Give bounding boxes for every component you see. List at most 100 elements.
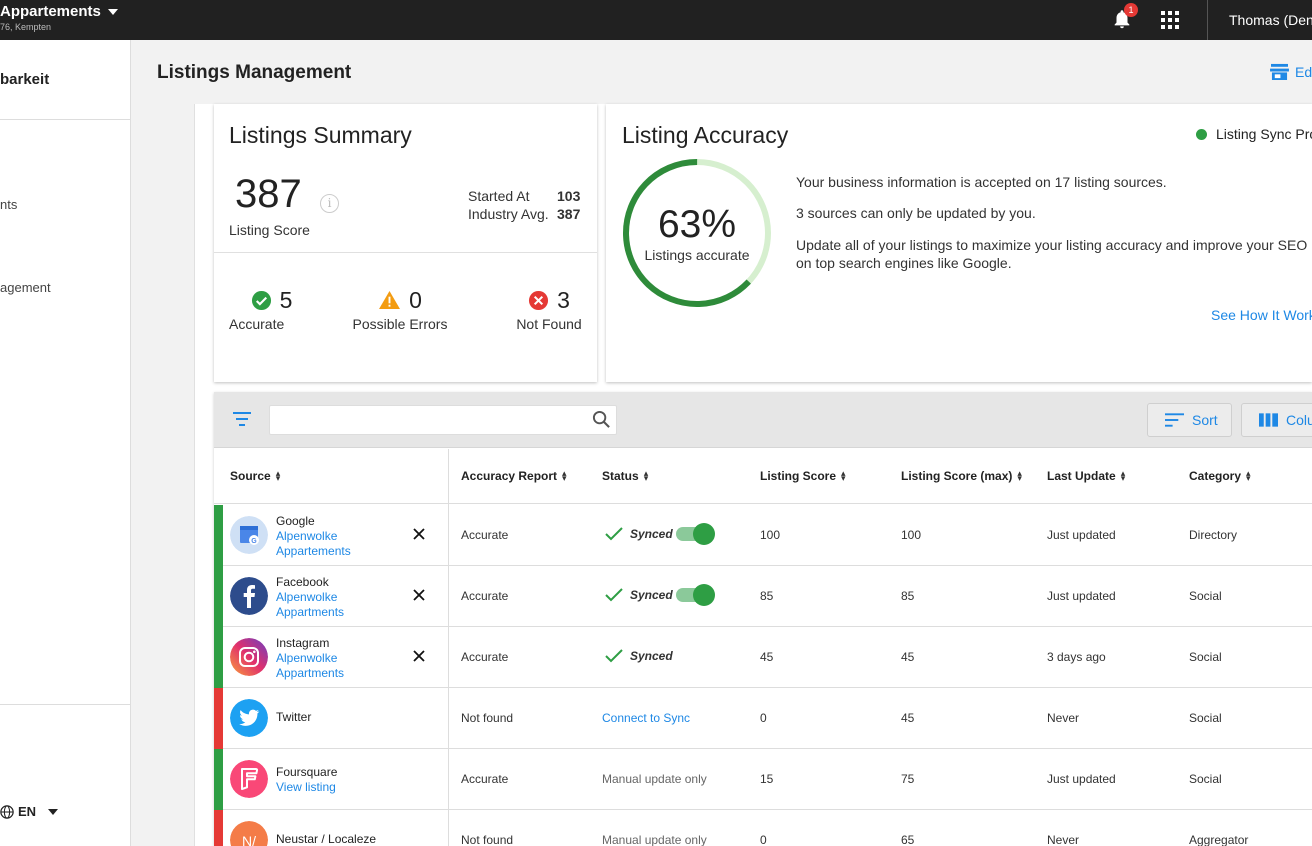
sort-button[interactable]: Sort bbox=[1147, 403, 1232, 437]
column-header-category[interactable]: Category ▴ ▾ bbox=[1189, 469, 1251, 484]
column-header-label: Listing Score (max) bbox=[901, 469, 1013, 483]
started-at-value: 103 bbox=[557, 188, 581, 204]
status-bar bbox=[214, 688, 223, 749]
see-how-it-works-link[interactable]: See How It Work bbox=[1211, 307, 1312, 323]
warning-icon bbox=[379, 290, 401, 310]
sort-arrows-icon: ▴ ▾ bbox=[643, 468, 649, 483]
status-bar bbox=[214, 627, 223, 688]
stat-label: Not Found bbox=[516, 316, 582, 332]
info-icon[interactable]: i bbox=[320, 194, 339, 213]
accuracy-line: 3 sources can only be updated by you. bbox=[796, 205, 1036, 221]
filter-icon[interactable] bbox=[232, 412, 252, 428]
edit-button[interactable]: Ed bbox=[1270, 63, 1312, 80]
score-cell: 100 bbox=[760, 528, 781, 542]
legend-sync-pro: Listing Sync Pro bbox=[1196, 126, 1312, 142]
close-icon[interactable] bbox=[413, 650, 425, 662]
industry-avg-label: Industry Avg. bbox=[468, 206, 549, 222]
stat-value: 0 bbox=[409, 286, 422, 313]
close-icon[interactable] bbox=[413, 589, 425, 601]
notification-badge: 1 bbox=[1124, 3, 1138, 17]
table-row[interactable]: G Google Alpenwolke Appartements Accurat… bbox=[214, 505, 1312, 566]
source-link[interactable]: Appartments bbox=[276, 666, 345, 680]
page-title: Listings Management bbox=[157, 62, 352, 83]
google-business-icon: G bbox=[230, 516, 268, 554]
search-icon[interactable] bbox=[592, 410, 611, 429]
table-row[interactable]: Instagram Alpenwolke Appartments Accurat… bbox=[214, 627, 1312, 688]
score-cell: 15 bbox=[760, 772, 774, 786]
category-cell: Social bbox=[1189, 772, 1222, 786]
accuracy-line: on top search engines like Google. bbox=[796, 255, 1012, 271]
column-header-label: Accuracy Report bbox=[461, 469, 558, 483]
source-name: Twitter bbox=[276, 710, 312, 724]
sync-toggle[interactable] bbox=[676, 523, 715, 545]
foursquare-icon bbox=[230, 760, 268, 798]
accuracy-cell: Accurate bbox=[461, 772, 509, 786]
instagram-icon bbox=[230, 638, 268, 676]
facebook-icon bbox=[230, 577, 268, 615]
table-row[interactable]: N/ Neustar / Localeze Not found Manual u… bbox=[214, 810, 1312, 846]
status-label: Synced bbox=[630, 649, 673, 663]
svg-text:G: G bbox=[251, 538, 257, 545]
status-bar bbox=[214, 505, 223, 566]
column-header-source[interactable]: Source ▴ ▾ bbox=[230, 469, 280, 484]
status-label: Synced bbox=[630, 588, 673, 602]
check-icon bbox=[605, 649, 623, 663]
category-cell: Directory bbox=[1189, 528, 1238, 542]
source-link[interactable]: Alpenwolke bbox=[276, 529, 338, 543]
status-label: Synced bbox=[630, 527, 673, 541]
score-cell: 0 bbox=[760, 833, 767, 846]
source-link[interactable]: Appartements bbox=[276, 544, 351, 558]
sidebar-item[interactable]: agement bbox=[0, 280, 51, 295]
legend-label: Listing Sync Pro bbox=[1216, 126, 1312, 142]
table-row[interactable]: Twitter Not found Connect to Sync 0 45 N… bbox=[214, 688, 1312, 749]
column-header-label: Category bbox=[1189, 469, 1242, 483]
sort-icon bbox=[1165, 413, 1184, 427]
location-selector[interactable]: Appartements bbox=[0, 3, 118, 20]
score-max-cell: 75 bbox=[901, 772, 915, 786]
table-row[interactable]: Facebook Alpenwolke Appartments Accurate… bbox=[214, 566, 1312, 627]
sidebar-item[interactable]: nts bbox=[0, 197, 18, 212]
stat-possible-errors: 0 Possible Errors bbox=[352, 286, 448, 333]
close-icon[interactable] bbox=[413, 528, 425, 540]
card-title: Listings Summary bbox=[229, 122, 412, 148]
language-selector[interactable]: EN bbox=[0, 804, 59, 819]
column-header-last-update[interactable]: Last Update ▴ ▾ bbox=[1047, 469, 1125, 484]
accuracy-cell: Accurate bbox=[461, 650, 509, 664]
source-link[interactable]: Alpenwolke bbox=[276, 651, 338, 665]
divider bbox=[0, 119, 130, 120]
view-listing-link[interactable]: View listing bbox=[276, 780, 336, 794]
accuracy-cell: Not found bbox=[461, 833, 514, 846]
source-cell: Instagram Alpenwolke Appartments bbox=[276, 636, 344, 681]
category-cell: Social bbox=[1189, 589, 1222, 603]
source-link[interactable]: Alpenwolke bbox=[276, 590, 338, 604]
score-max-cell: 65 bbox=[901, 833, 915, 846]
sync-toggle[interactable] bbox=[676, 584, 715, 606]
accuracy-ring bbox=[623, 159, 771, 307]
column-header-score[interactable]: Listing Score ▴ ▾ bbox=[760, 469, 846, 484]
apps-grid-icon[interactable] bbox=[1161, 11, 1179, 29]
check-icon bbox=[605, 527, 623, 541]
accuracy-cell: Not found bbox=[461, 711, 514, 725]
accuracy-cell: Accurate bbox=[461, 528, 509, 542]
columns-button[interactable]: Colu bbox=[1241, 403, 1312, 437]
search-input[interactable] bbox=[269, 405, 617, 435]
column-header-label: Last Update bbox=[1047, 469, 1116, 483]
accuracy-ring-progress bbox=[623, 159, 771, 307]
user-menu[interactable]: Thomas (Den bbox=[1229, 12, 1312, 28]
source-link[interactable]: Appartments bbox=[276, 605, 345, 619]
source-cell: Twitter bbox=[276, 710, 311, 725]
table-row[interactable]: Foursquare View listing Accurate Manual … bbox=[214, 749, 1312, 810]
column-header-status[interactable]: Status ▴ ▾ bbox=[602, 468, 649, 484]
column-header-score-max[interactable]: Listing Score (max) ▴ ▾ bbox=[901, 469, 1022, 484]
listings-table: Sort Colu Source ▴ ▾ Accuracy Report ▴ ▾ Sta… bbox=[214, 392, 1312, 846]
status-synced: Synced bbox=[605, 649, 673, 663]
stat-accurate: 5 Accurate bbox=[229, 286, 314, 333]
status-bar bbox=[214, 810, 223, 846]
connect-to-sync-link[interactable]: Connect to Sync bbox=[602, 711, 691, 725]
stat-label: Accurate bbox=[229, 316, 285, 332]
column-header-accuracy[interactable]: Accuracy Report ▴ ▾ bbox=[461, 469, 567, 484]
source-name: Foursquare bbox=[276, 765, 338, 779]
chevron-down-icon bbox=[107, 9, 118, 16]
check-circle-icon bbox=[251, 290, 271, 310]
chevron-down-icon bbox=[48, 808, 59, 815]
